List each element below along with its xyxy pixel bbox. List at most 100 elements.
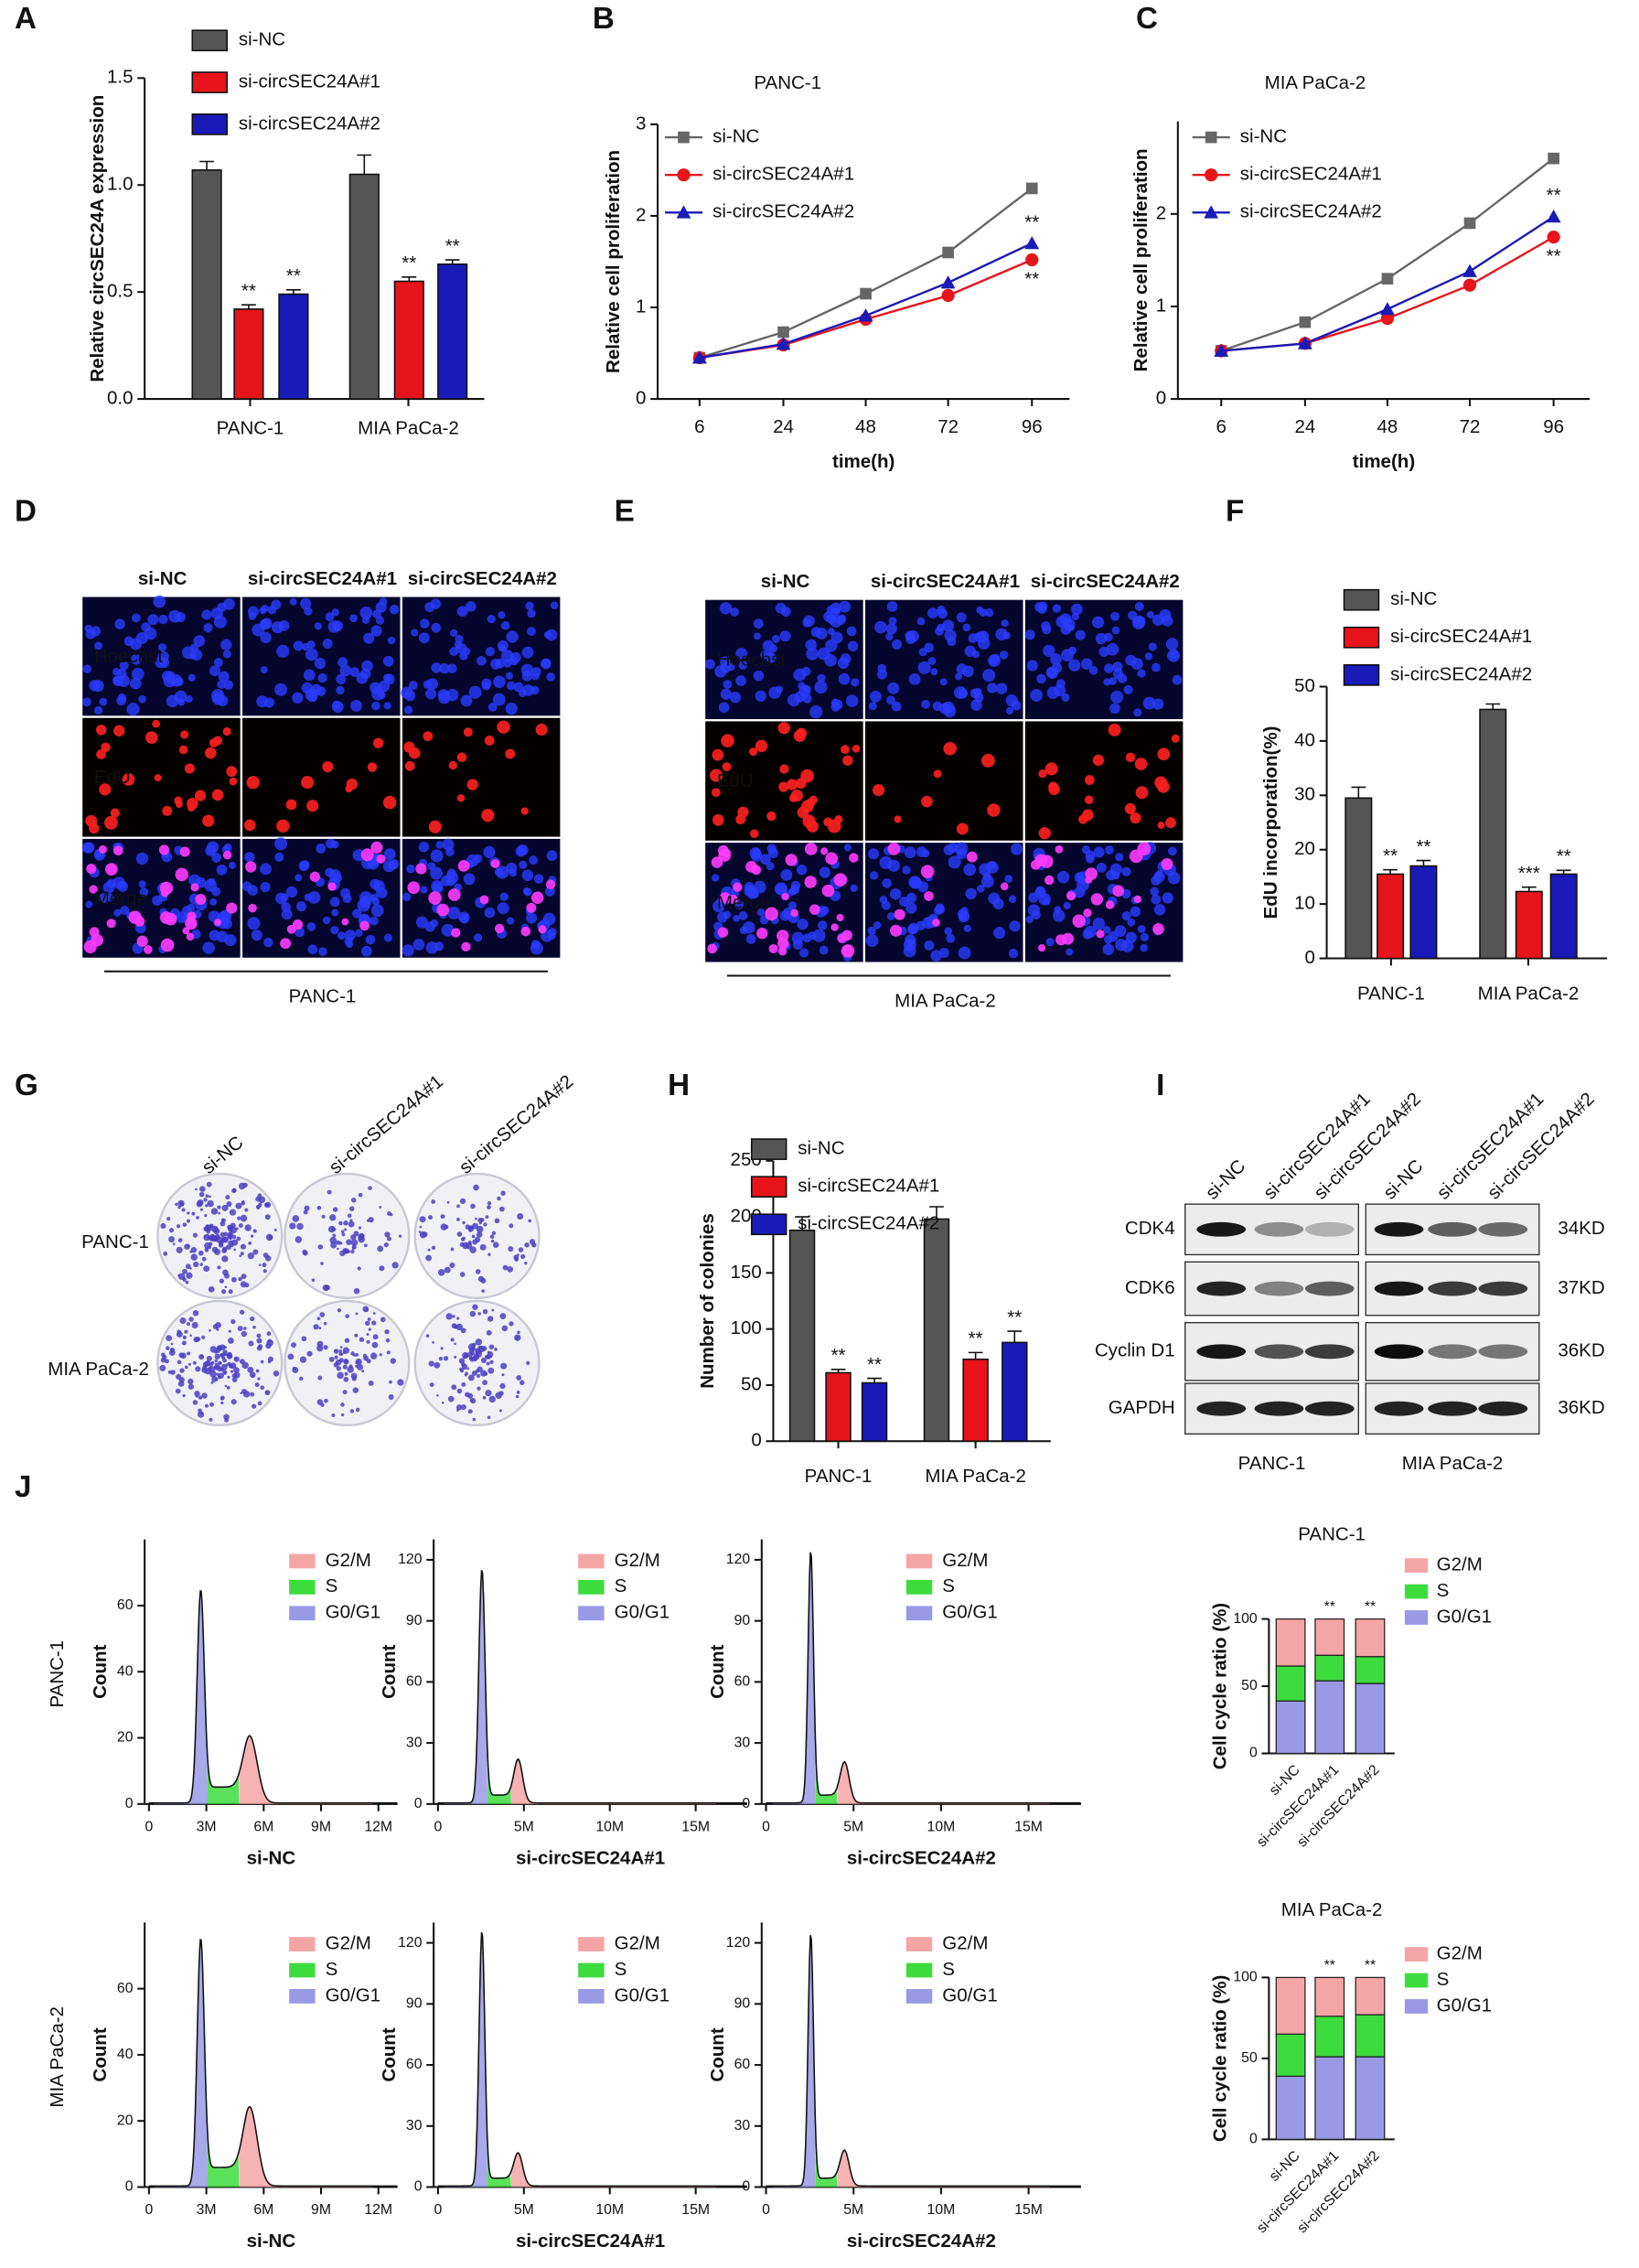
significance: ** xyxy=(1024,269,1039,290)
colony xyxy=(345,1314,349,1318)
colony xyxy=(529,1239,536,1245)
nucleus xyxy=(449,647,459,657)
nucleus xyxy=(314,622,322,630)
nucleus xyxy=(280,893,289,902)
nucleus xyxy=(850,884,858,892)
nucleus xyxy=(412,939,425,951)
colony xyxy=(221,1255,229,1263)
colony xyxy=(349,1206,355,1211)
edu-cell xyxy=(781,892,789,901)
legend-label: G2/M xyxy=(942,1550,988,1571)
x-tick-label: 72 xyxy=(937,416,959,437)
colony xyxy=(340,1403,345,1407)
colony xyxy=(380,1317,386,1323)
nucleus xyxy=(153,595,166,608)
x-tick-label: 24 xyxy=(1294,416,1315,437)
bar-segment xyxy=(1314,1654,1345,1682)
nucleus xyxy=(483,845,496,859)
bar-segment xyxy=(1314,1976,1345,2017)
legend-label: S xyxy=(942,1575,955,1596)
point xyxy=(1546,209,1561,223)
colony xyxy=(205,1194,209,1198)
nucleus xyxy=(402,944,414,957)
edu-cell xyxy=(530,891,544,905)
nucleus xyxy=(463,873,476,886)
nucleus xyxy=(430,849,444,863)
bar-segment xyxy=(1355,2014,1386,2058)
legend-swatch xyxy=(578,1962,605,1978)
edu-cell xyxy=(1055,844,1064,854)
edu-cell xyxy=(1157,779,1170,793)
colony xyxy=(335,1359,342,1366)
nucleus xyxy=(93,705,103,715)
colony xyxy=(250,1392,255,1397)
nucleus xyxy=(962,623,971,632)
legend-label: si-circSEC24A#2 xyxy=(1390,663,1532,684)
colony xyxy=(231,1234,237,1240)
colony xyxy=(219,1278,224,1284)
edu-cell xyxy=(226,902,238,914)
colony xyxy=(210,1228,213,1231)
colony xyxy=(221,1248,227,1253)
colony xyxy=(306,1350,313,1357)
colony xyxy=(452,1315,455,1318)
colony xyxy=(464,1373,467,1377)
nucleus xyxy=(371,701,380,711)
colony xyxy=(388,1394,394,1401)
significance: ** xyxy=(1547,246,1561,267)
colony xyxy=(225,1195,230,1200)
y-axis-label: Relative cell proliferation xyxy=(603,150,624,373)
error-bar xyxy=(1556,869,1571,875)
colony xyxy=(196,1216,199,1220)
nucleus xyxy=(441,923,455,937)
y-tick-label: 100 xyxy=(1233,1611,1258,1627)
colony xyxy=(526,1360,530,1365)
band xyxy=(1304,1281,1355,1296)
legend-label: si-circSEC24A#1 xyxy=(239,70,380,91)
colony xyxy=(355,1353,359,1357)
phase-fill xyxy=(207,1750,240,1804)
colony xyxy=(354,1333,359,1338)
nucleus xyxy=(916,846,927,857)
colony xyxy=(159,1364,166,1371)
colony xyxy=(477,1217,483,1223)
colony xyxy=(237,1326,243,1332)
y-tick-label: 50 xyxy=(1241,2050,1258,2066)
colony xyxy=(347,1213,352,1219)
nucleus xyxy=(1008,895,1017,903)
colony xyxy=(221,1218,226,1223)
colony xyxy=(240,1252,244,1256)
colony xyxy=(477,1312,481,1316)
nucleus xyxy=(776,884,787,896)
colony xyxy=(316,1206,322,1210)
colony xyxy=(218,1242,224,1248)
colony xyxy=(469,1398,474,1403)
x-tick-label: si-NC xyxy=(1267,2148,1303,2185)
phase-fill xyxy=(815,1750,838,1804)
nucleus xyxy=(406,864,415,874)
colony xyxy=(419,1216,426,1223)
nucleus xyxy=(832,607,841,616)
colony xyxy=(451,1384,457,1391)
nucleus xyxy=(958,910,970,922)
colony xyxy=(176,1330,183,1338)
edu-cell xyxy=(1171,734,1180,743)
edu-cell xyxy=(122,773,135,786)
nucleus xyxy=(112,876,125,889)
edu-cell xyxy=(779,764,789,774)
nucleus xyxy=(802,693,812,704)
edu-cell xyxy=(956,822,969,835)
nucleus xyxy=(876,669,888,680)
colony xyxy=(368,1327,371,1331)
nucleus xyxy=(738,660,748,670)
column-label: si-NC xyxy=(138,568,187,589)
edu-cell xyxy=(186,932,195,941)
nucleus xyxy=(307,891,321,904)
x-axis-label: time(h) xyxy=(1353,451,1415,472)
colony xyxy=(344,1248,349,1253)
nucleus xyxy=(968,633,979,643)
lane-label: si-NC xyxy=(1379,1155,1428,1204)
point xyxy=(1204,205,1219,219)
nucleus xyxy=(805,639,818,651)
point xyxy=(1380,302,1395,316)
